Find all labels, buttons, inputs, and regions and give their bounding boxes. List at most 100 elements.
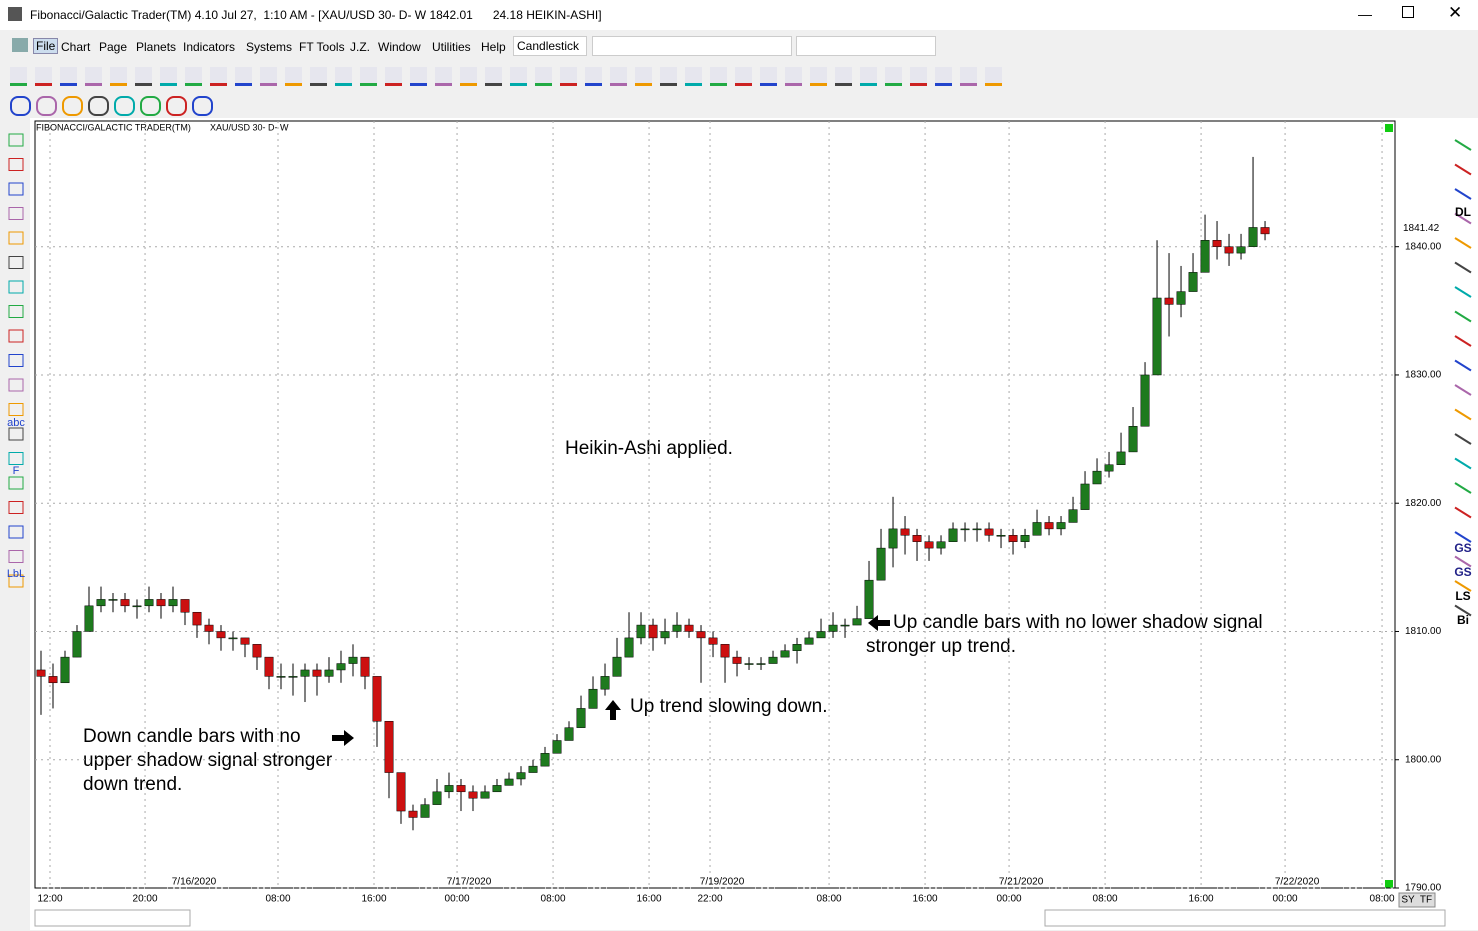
candle-body — [588, 688, 598, 709]
toolbar-button[interactable] — [60, 67, 77, 86]
menu-item[interactable]: Window — [378, 40, 421, 54]
candle-body — [1200, 240, 1210, 273]
toolbar-button[interactable] — [660, 67, 677, 86]
menu-item[interactable]: Indicators — [183, 40, 236, 54]
right-toolbar — [1450, 118, 1478, 930]
candle-body — [432, 791, 442, 805]
menu-item[interactable]: Utilities — [432, 40, 471, 54]
combo-3[interactable] — [796, 36, 936, 56]
toolbar-button[interactable] — [10, 67, 27, 86]
candle-body — [960, 528, 970, 531]
toolbar-button[interactable] — [535, 67, 552, 86]
toolbar-button[interactable] — [885, 67, 902, 86]
menu-icon[interactable] — [12, 38, 28, 52]
toolbar-button[interactable] — [685, 67, 702, 86]
toolbar-button[interactable] — [310, 67, 327, 86]
candle-body — [576, 708, 586, 728]
candle-body — [1224, 246, 1234, 254]
x-tick-label: 16:00 — [913, 894, 938, 905]
toolbar-button[interactable] — [160, 67, 177, 86]
toolbar-button[interactable] — [410, 67, 427, 86]
combo-2[interactable] — [592, 36, 792, 56]
toolbar-button[interactable] — [85, 67, 102, 86]
candle-body — [1116, 451, 1126, 465]
toolbar-button[interactable] — [710, 67, 727, 86]
toolbar-button[interactable] — [62, 96, 83, 116]
candle-body — [492, 785, 502, 793]
menu-item[interactable]: File — [33, 38, 59, 54]
toolbar-button[interactable] — [35, 67, 52, 86]
toolbar-button[interactable] — [192, 96, 213, 116]
candle-body — [1020, 535, 1030, 542]
candle-body — [612, 656, 622, 677]
toolbar-button[interactable] — [985, 67, 1002, 86]
menu-item[interactable]: J.Z. — [350, 40, 370, 54]
menu-item[interactable]: Page — [99, 40, 128, 54]
toolbar-button[interactable] — [835, 67, 852, 86]
toolbar-button[interactable] — [110, 67, 127, 86]
toolbar-button[interactable] — [285, 67, 302, 86]
toolbar-button[interactable] — [960, 67, 977, 86]
toolbar-button[interactable] — [88, 96, 109, 116]
toolbar-button[interactable] — [460, 67, 477, 86]
toolbar-button[interactable] — [10, 96, 31, 116]
toolbar-button[interactable] — [935, 67, 952, 86]
toolbar-button[interactable] — [485, 67, 502, 86]
toolbar-button[interactable] — [114, 96, 135, 116]
menu-bar: File Chart Page Planets Indicators Systems FT … — [0, 33, 1478, 59]
toolbar-button[interactable] — [735, 67, 752, 86]
toolbar-button[interactable] — [210, 67, 227, 86]
tool-button — [8, 550, 24, 563]
candle-body — [768, 656, 778, 664]
candle-body — [780, 650, 790, 658]
scrollbar-left[interactable] — [34, 909, 191, 927]
toolbar-button[interactable] — [810, 67, 827, 86]
toolbar-button[interactable] — [510, 67, 527, 86]
menu-item[interactable]: Systems — [246, 40, 293, 54]
candle-body — [1164, 297, 1174, 305]
date-label: 7/17/2020 — [447, 877, 492, 888]
toolbar-button[interactable] — [185, 67, 202, 86]
toolbar-button[interactable] — [435, 67, 452, 86]
candle-body — [1260, 227, 1270, 235]
toolbar-button[interactable] — [36, 96, 57, 116]
tool-button — [1454, 139, 1472, 151]
candle-body — [732, 656, 742, 664]
toolbar-button[interactable] — [385, 67, 402, 86]
toolbar-button[interactable] — [260, 67, 277, 86]
minimize[interactable]: — — [1358, 6, 1372, 22]
maximize[interactable] — [1402, 6, 1414, 18]
arrow-right — [332, 730, 354, 746]
style-combo[interactable]: Candlestick — [513, 36, 587, 56]
toolbar-button[interactable] — [585, 67, 602, 86]
tool-label: abc — [7, 417, 25, 429]
menu-item[interactable]: Help — [481, 40, 506, 54]
candle-body — [660, 631, 670, 639]
scrollbar-right[interactable] — [1044, 909, 1446, 927]
candle-body — [108, 599, 118, 601]
tool-button — [1454, 188, 1472, 200]
candle-body — [240, 637, 250, 645]
toolbar-button[interactable] — [560, 67, 577, 86]
toolbar-button[interactable] — [335, 67, 352, 86]
toolbar-button[interactable] — [910, 67, 927, 86]
candle-body — [216, 631, 226, 639]
menu-item[interactable]: FT Tools — [299, 40, 345, 54]
candle-body — [792, 644, 802, 651]
toolbar-button[interactable] — [166, 96, 187, 116]
menu-item[interactable]: Planets — [136, 40, 177, 54]
toolbar-button[interactable] — [135, 67, 152, 86]
toolbar-button[interactable] — [360, 67, 377, 86]
toolbar-button[interactable] — [140, 96, 161, 116]
toolbar-button[interactable] — [635, 67, 652, 86]
tool-button — [1454, 457, 1472, 470]
toolbar-button[interactable] — [610, 67, 627, 86]
toolbar-button[interactable] — [760, 67, 777, 86]
close[interactable]: ✕ — [1448, 3, 1463, 22]
toolbar-button[interactable] — [860, 67, 877, 86]
menu-item[interactable]: Chart — [61, 40, 91, 54]
toolbar-button[interactable] — [785, 67, 802, 86]
candle-body — [372, 676, 382, 722]
toolbar-button[interactable] — [235, 67, 252, 86]
tool-label: GS — [1454, 541, 1471, 555]
